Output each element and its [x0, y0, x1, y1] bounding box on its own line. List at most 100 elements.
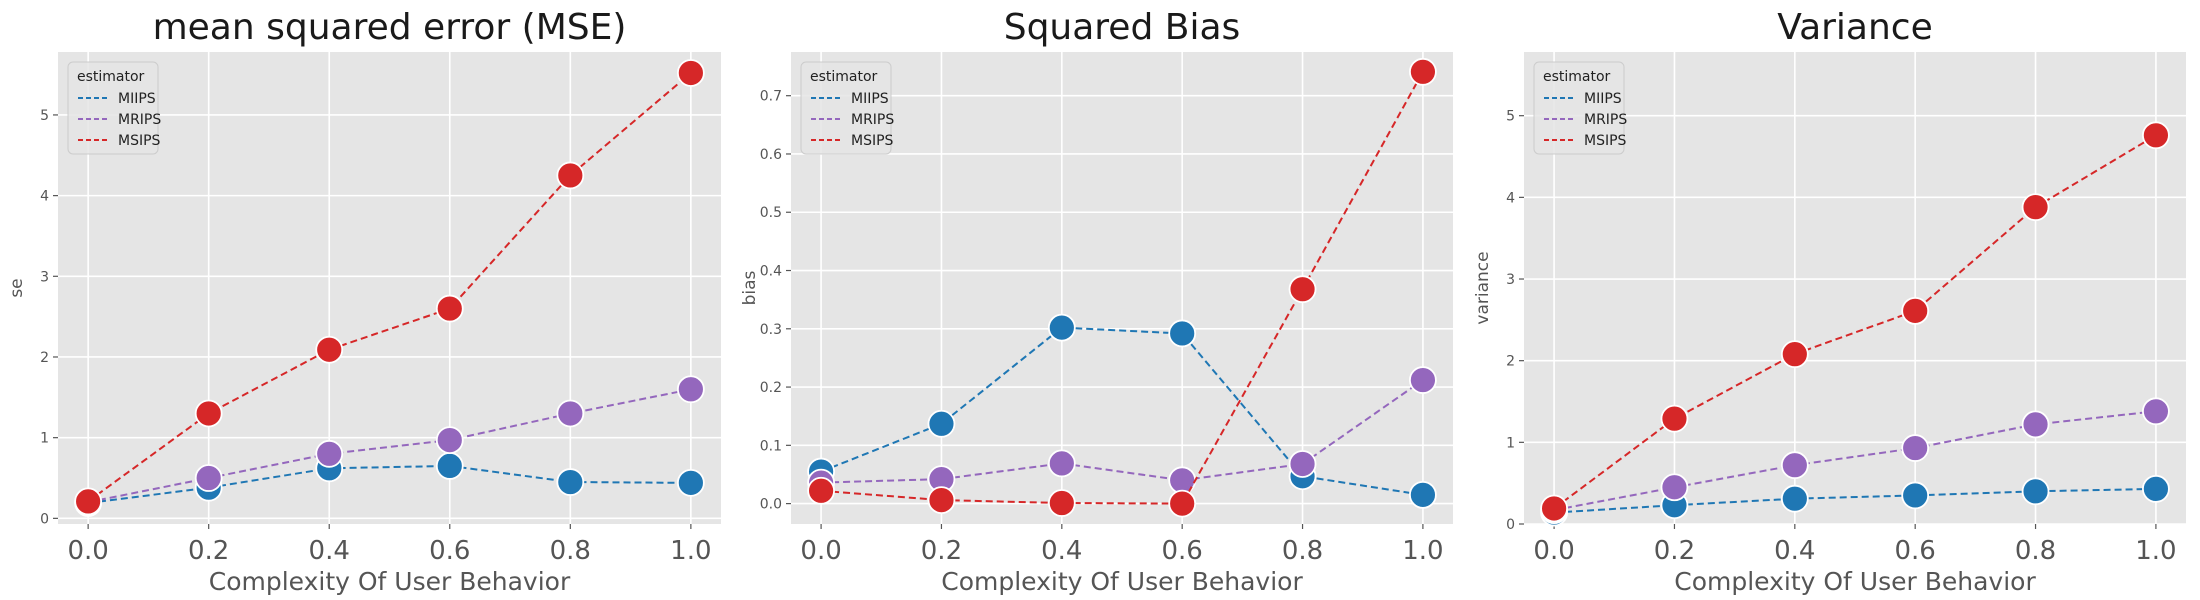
- x-tick-label: 0.4: [1041, 536, 1082, 566]
- data-point: [194, 464, 223, 492]
- x-axis-label: Complexity Of User Behavior: [209, 567, 571, 596]
- x-tick-label: 0.2: [188, 536, 229, 566]
- data-point: [807, 476, 835, 505]
- data-point: [1780, 340, 1809, 369]
- data-point: [676, 468, 705, 497]
- y-tick-label: 0.1: [760, 438, 782, 454]
- data-point: [1047, 449, 1076, 478]
- data-point: [556, 161, 585, 190]
- legend-entry: MIIPS: [851, 91, 889, 107]
- chart-panel-3: 0.0 0.2 0.4 0.6 0.8 1.0 0 1 2 3 4 5 Variance Complexi…: [1473, 7, 2186, 596]
- data-point: [2142, 474, 2170, 503]
- data-point: [435, 426, 464, 454]
- data-point: [2021, 477, 2050, 506]
- y-tick-label: 0.3: [760, 322, 782, 338]
- y-tick-label: 0: [1506, 517, 1515, 533]
- legend-entry: MSIPS: [1584, 133, 1627, 149]
- chart-title: mean squared error (MSE): [153, 7, 627, 48]
- x-tick-label: 0.4: [309, 536, 350, 566]
- legend: estimator MIIPS MRIPS MSIPS: [67, 61, 161, 155]
- series-msips: [807, 57, 1437, 518]
- y-tick-label: 3: [1506, 272, 1515, 288]
- data-point: [435, 452, 464, 480]
- y-tick-label: 0.4: [760, 264, 782, 280]
- legend-entry: MIIPS: [1584, 91, 1622, 107]
- series-msips: [74, 59, 705, 516]
- y-tick-label: 0.5: [760, 205, 782, 221]
- legend-entry: MSIPS: [851, 133, 894, 149]
- data-point: [927, 486, 956, 515]
- data-point: [1288, 450, 1317, 478]
- data-point: [1409, 366, 1437, 394]
- x-tick-label: 1.0: [1402, 536, 1443, 566]
- data-point: [2142, 121, 2170, 150]
- y-tick-label: 0.6: [760, 147, 782, 163]
- x-axis-label: Complexity Of User Behavior: [941, 567, 1303, 596]
- series-line: [820, 326, 1424, 496]
- series-line: [1554, 487, 2156, 514]
- y-tick-label: 0.2: [760, 380, 782, 396]
- chart-panel-1: 0.0 0.2 0.4 0.6 0.8 1.0 0 1 2 3 4 5 mean squared err…: [7, 7, 721, 596]
- y-axis-label: variance: [1473, 251, 1493, 324]
- legend-title: estimator: [1543, 69, 1611, 85]
- chart-title: Variance: [1777, 7, 1933, 48]
- legend: estimator MIIPS MRIPS MSIPS: [800, 61, 894, 155]
- x-tick-label: 0.2: [1654, 536, 1695, 566]
- y-axis-label: se: [7, 278, 27, 297]
- data-point: [1901, 296, 1930, 325]
- x-axis-label: Complexity Of User Behavior: [1674, 567, 2036, 596]
- y-tick-label: 2: [40, 350, 49, 366]
- legend-title: estimator: [77, 69, 145, 85]
- x-tick-label: 0.6: [429, 536, 470, 566]
- data-point: [1901, 434, 1930, 462]
- x-tick-label: 0.8: [550, 536, 591, 566]
- x-tick-label: 0.0: [1533, 536, 1574, 566]
- legend-entry: MRIPS: [118, 112, 161, 128]
- y-axis-label: bias: [740, 270, 760, 305]
- legend-entry: MRIPS: [851, 112, 894, 128]
- data-point: [1540, 494, 1568, 523]
- legend: estimator MIIPS MRIPS MSIPS: [1533, 61, 1627, 155]
- data-point: [1660, 473, 1689, 502]
- data-point: [315, 335, 344, 364]
- gridlines: [58, 52, 721, 524]
- gridlines: [791, 52, 1453, 524]
- data-point: [1168, 489, 1197, 518]
- chart-panel-2: 0.0 0.2 0.4 0.6 0.8 1.0 0.0 0.1 0.2 0.3 0.4 0.5 0.6 0…: [740, 7, 1453, 596]
- data-point: [2021, 193, 2050, 222]
- legend-entry: MIIPS: [118, 91, 156, 107]
- y-tick-label: 1: [40, 431, 49, 447]
- data-point: [194, 399, 223, 428]
- legend-entry: MRIPS: [1584, 112, 1627, 128]
- y-tick-label: 1: [1506, 435, 1515, 451]
- x-tick-label: 0.6: [1895, 536, 1936, 566]
- series-line: [87, 464, 691, 504]
- plot-area: [58, 52, 721, 524]
- series-line: [821, 71, 1424, 505]
- x-tick-label: 0.4: [1774, 536, 1815, 566]
- x-tick-label: 0.0: [67, 536, 108, 566]
- x-tick-label: 0.8: [2015, 536, 2056, 566]
- legend-title: estimator: [810, 69, 878, 85]
- data-point: [435, 294, 464, 323]
- series-msips: [1540, 121, 2170, 523]
- data-point: [676, 375, 705, 404]
- y-tick-label: 4: [1506, 190, 1515, 206]
- gridlines: [1524, 52, 2186, 525]
- data-point: [1780, 484, 1809, 513]
- data-point: [1288, 275, 1317, 304]
- y-tick-label: 5: [40, 108, 49, 124]
- y-tick-label: 5: [1506, 109, 1515, 125]
- y-tick-label: 0: [40, 511, 49, 527]
- x-tick-label: 0.2: [921, 536, 962, 566]
- y-tick-label: 2: [1506, 354, 1515, 370]
- data-point: [315, 439, 344, 468]
- data-point: [1780, 451, 1809, 480]
- series-line: [821, 379, 1424, 484]
- data-point: [1047, 313, 1076, 342]
- x-tick-label: 0.6: [1162, 536, 1203, 566]
- data-point: [676, 59, 705, 87]
- data-point: [1409, 57, 1437, 86]
- legend-entry: MSIPS: [118, 133, 161, 149]
- data-point: [1168, 319, 1197, 348]
